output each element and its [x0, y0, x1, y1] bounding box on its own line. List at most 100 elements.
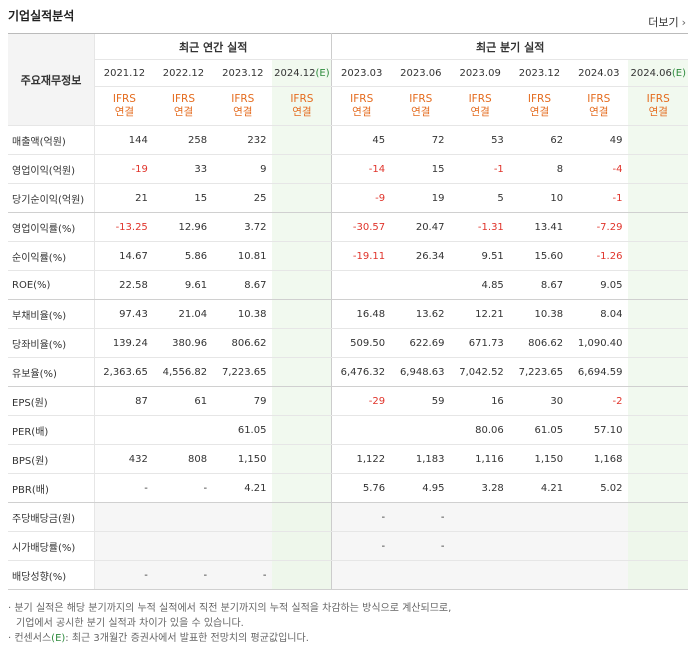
table-cell	[331, 560, 392, 590]
table-cell	[509, 502, 570, 532]
row-label: 부채비율(%)	[8, 299, 95, 329]
table-cell	[153, 531, 214, 561]
basis-header: IFRS 연결	[331, 86, 392, 126]
table-cell: 12.21	[450, 299, 510, 329]
estimate-marker: (E)	[671, 67, 686, 79]
table-cell	[272, 357, 333, 387]
table-cell: -14	[331, 154, 392, 184]
table-cell: 671.73	[450, 328, 510, 358]
corner-label: 주요재무정보	[8, 33, 95, 126]
row-label: 당기순이익(억원)	[8, 183, 95, 213]
table-cell: 15	[153, 183, 214, 213]
row-label: 매출액(억원)	[8, 125, 95, 155]
table-cell: 12.96	[153, 212, 214, 242]
table-row: EPS(원) 87 61 79 -29 59 16 30 -2	[8, 386, 688, 416]
table-cell: 22.58	[93, 270, 154, 300]
table-cell: -1	[569, 183, 629, 213]
footnote-1: · 분기 실적은 해당 분기까지의 누적 실적에서 직전 분기까지의 누적 실적…	[8, 603, 452, 614]
table-cell: 57.10	[569, 415, 629, 445]
table-cell: 13.41	[509, 212, 570, 242]
table-cell	[391, 270, 451, 300]
table-cell: 30	[509, 386, 570, 416]
table-cell: 1,150	[509, 444, 570, 474]
table-cell	[450, 560, 510, 590]
table-cell: 61.05	[509, 415, 570, 445]
table-cell: -	[331, 531, 392, 561]
table-cell: -	[93, 473, 154, 503]
table-row: 부채비율(%) 97.43 21.04 10.38 16.48 13.62 12.21 10.…	[8, 299, 688, 329]
table-cell	[272, 502, 333, 532]
table-cell: 6,694.59	[569, 357, 629, 387]
table-cell: 10.38	[213, 299, 273, 329]
table-cell	[272, 241, 333, 271]
table-cell: 8.67	[213, 270, 273, 300]
table-cell: 26.34	[391, 241, 451, 271]
period-header: 2023.06	[391, 59, 451, 87]
table-cell: 15	[391, 154, 451, 184]
table-cell	[628, 299, 688, 329]
table-cell	[213, 531, 273, 561]
table-cell	[628, 444, 688, 474]
table-row: ROE(%) 22.58 9.61 8.67 4.85 8.67 9.05	[8, 270, 688, 300]
table-cell	[628, 183, 688, 213]
more-link[interactable]: 더보기 ›	[648, 14, 686, 30]
table-row: 매출액(억원) 144 258 232 45 72 53 62 49	[8, 125, 688, 155]
table-cell	[569, 502, 629, 532]
table-cell: 14.67	[93, 241, 154, 271]
table-cell: 10.81	[213, 241, 273, 271]
table-cell	[628, 125, 688, 155]
table-cell: 232	[213, 125, 273, 155]
row-label: 영업이익률(%)	[8, 212, 95, 242]
table-cell: 25	[213, 183, 273, 213]
table-cell: 144	[93, 125, 154, 155]
chevron-right-icon: ›	[681, 16, 686, 29]
table-cell: 97.43	[93, 299, 154, 329]
basis-header: IFRS 연결	[450, 86, 510, 126]
basis-header: IFRS 연결	[391, 86, 451, 126]
table-cell: 8.04	[569, 299, 629, 329]
table-cell: -29	[331, 386, 392, 416]
table-cell: 5.86	[153, 241, 214, 271]
table-cell	[628, 357, 688, 387]
table-cell	[272, 125, 333, 155]
table-cell: 5.02	[569, 473, 629, 503]
table-row: 주당배당금(원) - -	[8, 502, 688, 532]
table-cell: -9	[331, 183, 392, 213]
table-cell: 16.48	[331, 299, 392, 329]
table-cell: -	[153, 560, 214, 590]
table-row: 당기순이익(억원) 21 15 25 -9 19 5 10 -1	[8, 183, 688, 213]
table-cell	[272, 386, 333, 416]
table-cell: 2,363.65	[93, 357, 154, 387]
table-cell: 806.62	[213, 328, 273, 358]
table-cell: 7,223.65	[213, 357, 273, 387]
table-cell: 139.24	[93, 328, 154, 358]
table-cell: 49	[569, 125, 629, 155]
table-cell	[628, 270, 688, 300]
table-cell	[272, 299, 333, 329]
table-cell	[153, 502, 214, 532]
table-cell: 4.95	[391, 473, 451, 503]
row-label: PBR(배)	[8, 473, 95, 503]
table-cell	[391, 560, 451, 590]
financial-table: 주요재무정보 최근 연간 실적 최근 분기 실적 2021.12 2022.12 2…	[8, 33, 688, 590]
table-cell: 1,090.40	[569, 328, 629, 358]
table-cell: 6,476.32	[331, 357, 392, 387]
basis-header: IFRS 연결	[93, 86, 154, 126]
table-cell: 53	[450, 125, 510, 155]
period-header: 2023.12	[509, 59, 570, 87]
table-cell: 3.28	[450, 473, 510, 503]
table-cell: 1,122	[331, 444, 392, 474]
table-cell: 21	[93, 183, 154, 213]
more-label: 더보기	[648, 16, 679, 29]
table-cell: -1.31	[450, 212, 510, 242]
table-cell	[93, 502, 154, 532]
table-cell: 432	[93, 444, 154, 474]
table-cell	[272, 473, 333, 503]
table-cell	[93, 415, 154, 445]
table-cell	[331, 270, 392, 300]
period-header: 2024.12(E)	[272, 59, 333, 87]
table-cell	[213, 502, 273, 532]
table-cell	[450, 531, 510, 561]
table-cell	[391, 415, 451, 445]
table-cell: 4,556.82	[153, 357, 214, 387]
